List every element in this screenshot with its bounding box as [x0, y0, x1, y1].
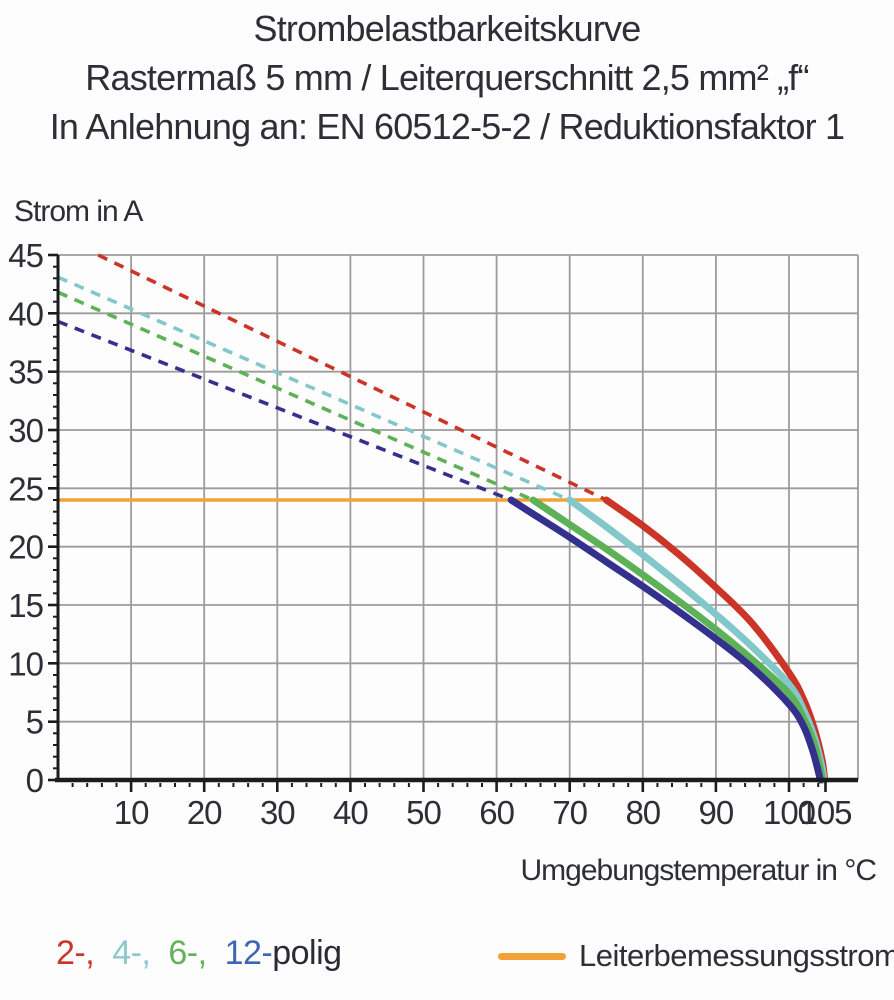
y-tick-label: 10 — [8, 645, 43, 682]
x-tick-label: 90 — [699, 794, 734, 831]
chart-title-line2: Rastermaß 5 mm / Leiterquerschnitt 2,5 m… — [85, 57, 809, 98]
legend-item-6: 6-, — [168, 934, 207, 972]
legend-item-4: 4-, — [112, 934, 151, 972]
y-tick-label: 45 — [8, 237, 43, 274]
chart-title-line3: In Anlehnung an: EN 60512-5-2 / Reduktio… — [49, 106, 845, 147]
y-tick-label: 15 — [8, 587, 43, 624]
series-12-polig-dashed — [57, 319, 512, 502]
x-tick-label: 70 — [552, 794, 587, 831]
y-tick-label: 5 — [26, 704, 43, 741]
y-tick-label: 0 — [26, 762, 44, 799]
series-12-polig-solid — [507, 496, 824, 784]
y-tick-label: 20 — [8, 529, 43, 566]
y-axis-title: Strom in A — [14, 195, 143, 228]
x-tick-label: 100 — [763, 794, 816, 831]
legend-item-12: 12- — [224, 934, 273, 972]
series-4-polig-dashed — [57, 275, 571, 502]
rated-current-swatch — [498, 952, 566, 960]
rated-current-legend: Leiterbemessungsstrom — [498, 938, 894, 974]
y-tick-label: 35 — [8, 354, 43, 391]
x-tick-label: 50 — [406, 794, 441, 831]
y-tick-label: 30 — [8, 412, 43, 449]
x-tick-label: 20 — [187, 794, 222, 831]
x-tick-label: 40 — [333, 794, 368, 831]
series-4-polig-solid — [566, 496, 828, 784]
chart-title: Strombelastbarkeitskurve Rastermaß 5 mm … — [0, 4, 894, 151]
poles-legend: 2-, 4-, 6-, 12-polig — [56, 934, 342, 973]
x-tick-label: 10 — [114, 794, 149, 831]
series-2-polig-dashed — [97, 253, 608, 502]
legend-item-polig: polig — [272, 934, 342, 972]
chart-title-line1: Strombelastbarkeitskurve — [253, 8, 642, 49]
x-tick-label: 105 — [799, 794, 851, 831]
x-tick-label: 80 — [625, 794, 660, 831]
legend-item-2: 2-, — [56, 934, 95, 972]
series-6-polig-dashed — [57, 290, 534, 502]
x-tick-label: 30 — [260, 794, 295, 831]
y-tick-label: 25 — [8, 470, 43, 507]
y-tick-label: 40 — [8, 295, 43, 332]
x-axis-title: Umgebungstemperatur in °C — [520, 854, 876, 887]
x-tick-label: 60 — [479, 794, 514, 831]
rated-current-label: Leiterbemessungsstrom — [579, 938, 894, 973]
